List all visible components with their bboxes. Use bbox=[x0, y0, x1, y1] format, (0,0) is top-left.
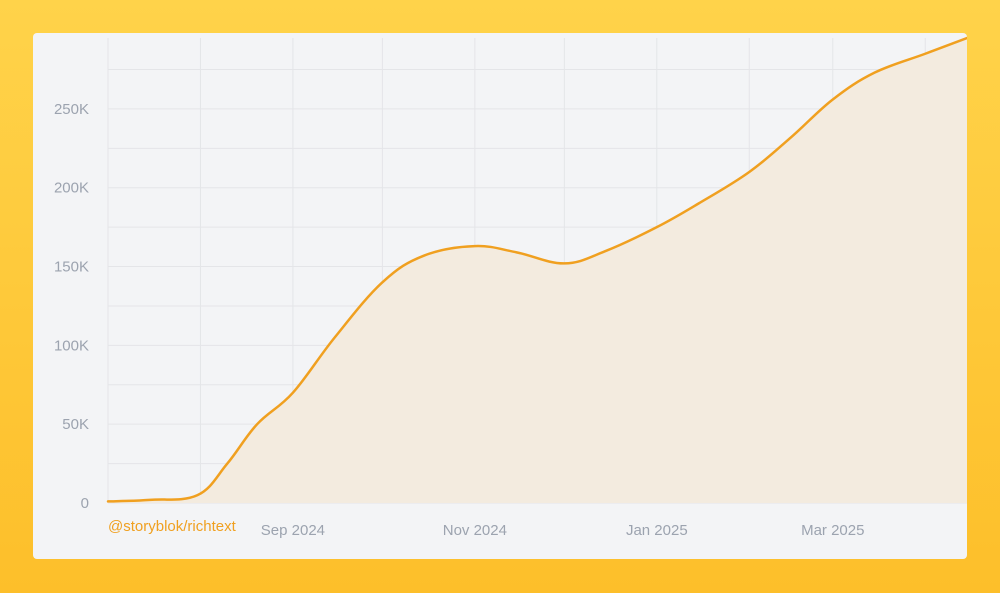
y-tick-label: 100K bbox=[54, 337, 89, 354]
x-tick-label: Jan 2025 bbox=[626, 522, 688, 539]
x-tick-label: Sep 2024 bbox=[261, 522, 325, 539]
series-label: @storyblok/richtext bbox=[108, 518, 237, 535]
chart-card: 0 50K 100K 150K 200K 250K Sep 2024 Nov 2024 Jan … bbox=[33, 33, 967, 559]
y-tick-label: 250K bbox=[54, 101, 89, 118]
y-tick-label: 0 bbox=[81, 495, 89, 512]
x-tick-label: Mar 2025 bbox=[801, 522, 864, 539]
y-tick-label: 150K bbox=[54, 259, 89, 276]
series-line bbox=[106, 36, 967, 503]
series-area bbox=[108, 38, 967, 503]
area-chart: 0 50K 100K 150K 200K 250K Sep 2024 Nov 2024 Jan … bbox=[54, 36, 967, 539]
x-tick-label: Nov 2024 bbox=[443, 522, 507, 539]
y-tick-label: 50K bbox=[62, 416, 89, 433]
y-tick-label: 200K bbox=[54, 180, 89, 197]
